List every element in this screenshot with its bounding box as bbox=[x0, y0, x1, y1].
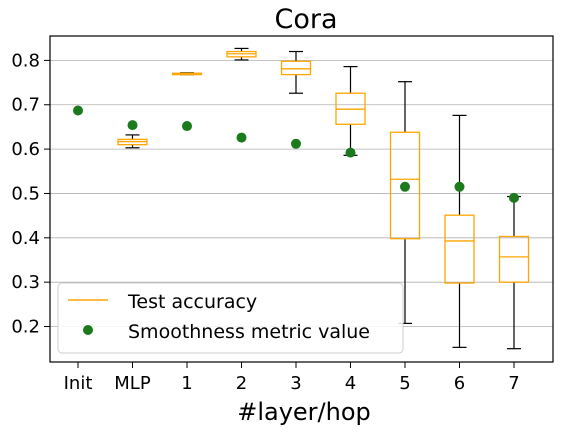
x-axis-label: #layer/hop bbox=[237, 398, 371, 426]
box-body bbox=[389, 131, 421, 240]
smoothness-point bbox=[73, 105, 83, 116]
legend-label-test-accuracy: Test accuracy bbox=[127, 291, 257, 313]
box-group bbox=[444, 114, 475, 348]
x-tick-label: MLP bbox=[114, 373, 151, 394]
box-group bbox=[280, 50, 312, 94]
smoothness-point bbox=[291, 138, 301, 149]
y-axis-ticks: 0.2 0.3 0.4 0.5 0.6 0.7 0.8 bbox=[11, 50, 50, 338]
x-axis-ticks: Init MLP 1 2 3 4 5 6 7 bbox=[64, 362, 520, 394]
y-tick-label: 0.5 bbox=[11, 183, 40, 204]
x-tick-label: 7 bbox=[508, 373, 519, 394]
legend-frame bbox=[57, 282, 404, 354]
grid-lines bbox=[50, 59, 553, 327]
smoothness-point bbox=[127, 120, 138, 131]
legend-label-smoothness: Smoothness metric value bbox=[128, 321, 370, 343]
y-tick-label: 0.7 bbox=[11, 95, 40, 116]
box-body bbox=[280, 60, 312, 76]
smoothness-point bbox=[400, 181, 410, 192]
x-tick-label: 2 bbox=[236, 373, 247, 394]
smoothness-point bbox=[454, 181, 465, 192]
box-group bbox=[498, 195, 530, 350]
x-tick-label: Init bbox=[64, 373, 93, 394]
box-body bbox=[444, 214, 475, 284]
legend: Test accuracy Smoothness metric value bbox=[57, 282, 404, 354]
box-group bbox=[171, 72, 203, 76]
y-tick-label: 0.2 bbox=[11, 317, 40, 338]
box-group bbox=[226, 47, 257, 61]
axes-frame bbox=[49, 35, 554, 363]
y-tick-label: 0.3 bbox=[11, 272, 40, 293]
chart-title: Cora bbox=[274, 4, 337, 35]
legend-marker-icon bbox=[83, 325, 93, 335]
smoothness-point bbox=[345, 147, 356, 158]
y-tick-label: 0.6 bbox=[11, 139, 40, 160]
smoothness-point bbox=[236, 132, 247, 143]
x-tick-label: 5 bbox=[399, 373, 410, 394]
box-body bbox=[498, 235, 530, 283]
x-tick-label: 6 bbox=[454, 373, 465, 394]
x-tick-label: 1 bbox=[181, 373, 192, 394]
x-tick-label: 4 bbox=[345, 373, 356, 394]
y-tick-label: 0.4 bbox=[11, 228, 40, 249]
y-tick-label: 0.8 bbox=[11, 50, 40, 71]
smoothness-point bbox=[509, 192, 519, 203]
box-group bbox=[117, 134, 148, 149]
x-tick-label: 3 bbox=[290, 373, 301, 394]
smoothness-point bbox=[182, 121, 192, 132]
plot-area bbox=[73, 47, 530, 350]
